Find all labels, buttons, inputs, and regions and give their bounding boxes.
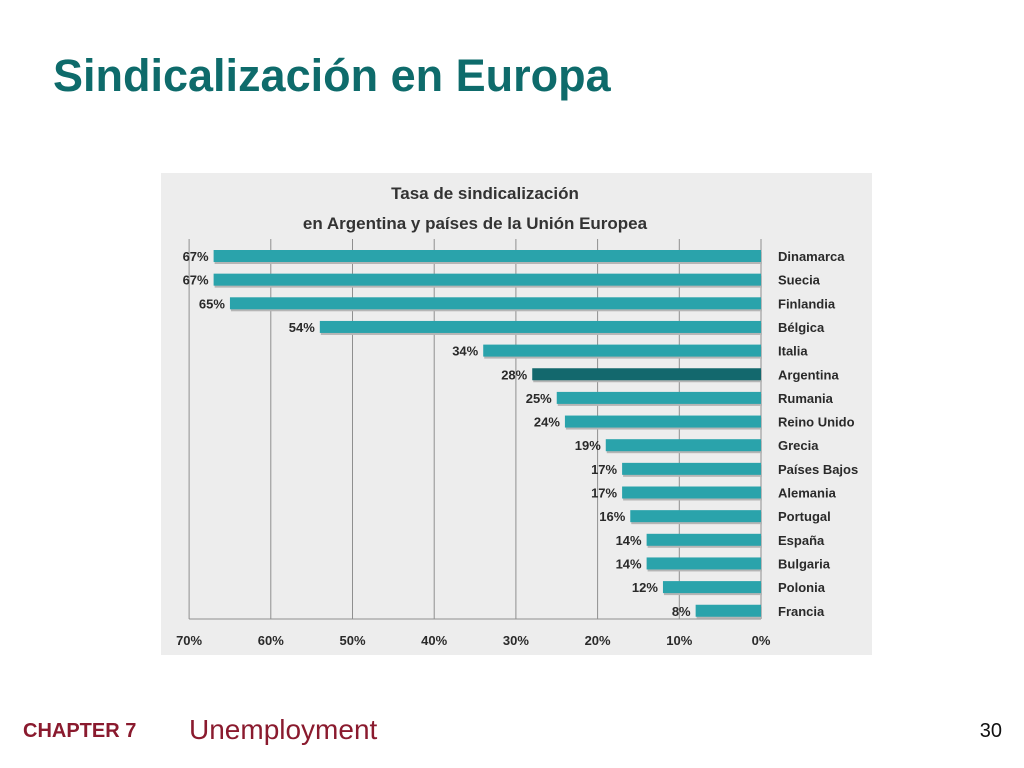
value-label: 17% — [591, 486, 617, 501]
bar-reino-unido — [564, 415, 761, 428]
category-label: Portugal — [778, 509, 831, 524]
x-tick-label: 10% — [666, 633, 692, 648]
chart-title-line-2: en Argentina y países de la Unión Europe… — [303, 214, 648, 233]
bar-finlandia — [229, 297, 761, 310]
labels: 67% Dinamarca 67% Suecia 65% Finlandia 54% Bélg… — [183, 249, 859, 619]
category-label: Reino Unido — [778, 415, 855, 430]
bar-chart: Tasa de sindicalización en Argentina y p… — [176, 184, 859, 648]
bar-bulgaria — [646, 557, 761, 570]
bar-dinamarca — [213, 250, 762, 262]
category-label: Argentina — [778, 367, 839, 382]
category-label: Bélgica — [778, 320, 825, 335]
value-label: 25% — [526, 391, 552, 406]
footer-topic: Unemployment — [189, 714, 378, 745]
category-label: Países Bajos — [778, 462, 858, 477]
value-label: 67% — [183, 273, 209, 288]
bar-francia — [695, 604, 761, 617]
x-tick-label: 70% — [176, 633, 202, 648]
x-tick-label: 50% — [339, 633, 365, 648]
bars — [213, 250, 763, 619]
slide-title: Sindicalización en Europa — [53, 50, 611, 101]
bar-alemania — [622, 486, 761, 499]
value-label: 28% — [501, 367, 527, 382]
bar-rumania — [556, 391, 761, 404]
category-label: Grecia — [778, 438, 819, 453]
value-label: 12% — [632, 580, 658, 595]
category-label: Dinamarca — [778, 249, 845, 264]
category-label: Italia — [778, 344, 808, 359]
value-label: 24% — [534, 415, 560, 430]
bar-pa-ses-bajos — [622, 462, 761, 475]
category-label: Finlandia — [778, 296, 836, 311]
x-axis-ticks: 70% 60% 50% 40% 30% 20% 10% 0% — [176, 633, 771, 648]
x-tick-label: 0% — [752, 633, 771, 648]
category-label: España — [778, 533, 825, 548]
bar-polonia — [662, 581, 761, 594]
category-label: Polonia — [778, 580, 826, 595]
value-label: 17% — [591, 462, 617, 477]
page-number: 30 — [979, 720, 1002, 742]
value-label: 16% — [599, 509, 625, 524]
footer-chapter: CHAPTER 7 — [23, 720, 137, 742]
value-label: 8% — [672, 604, 691, 619]
category-label: Suecia — [778, 273, 821, 288]
value-label: 14% — [616, 556, 642, 571]
value-label: 54% — [289, 320, 315, 335]
x-tick-label: 20% — [585, 633, 611, 648]
category-label: Rumania — [778, 391, 834, 406]
chart-title-line-1: Tasa de sindicalización — [391, 184, 579, 203]
x-tick-label: 40% — [421, 633, 447, 648]
bar-b-lgica — [319, 320, 761, 333]
value-label: 19% — [575, 438, 601, 453]
bar-argentina — [532, 368, 761, 381]
category-label: Alemania — [778, 486, 837, 501]
value-label: 34% — [452, 344, 478, 359]
bar-espa-a — [646, 533, 761, 546]
x-tick-label: 60% — [258, 633, 284, 648]
value-label: 65% — [199, 296, 225, 311]
category-label: Bulgaria — [778, 556, 831, 571]
bar-grecia — [605, 439, 761, 452]
category-label: Francia — [778, 604, 825, 619]
value-label: 14% — [616, 533, 642, 548]
chart-panel: Tasa de sindicalización en Argentina y p… — [161, 173, 872, 655]
value-label: 67% — [183, 249, 209, 264]
bar-suecia — [213, 273, 762, 286]
bar-portugal — [630, 510, 761, 523]
x-tick-label: 30% — [503, 633, 529, 648]
bar-italia — [483, 344, 761, 357]
